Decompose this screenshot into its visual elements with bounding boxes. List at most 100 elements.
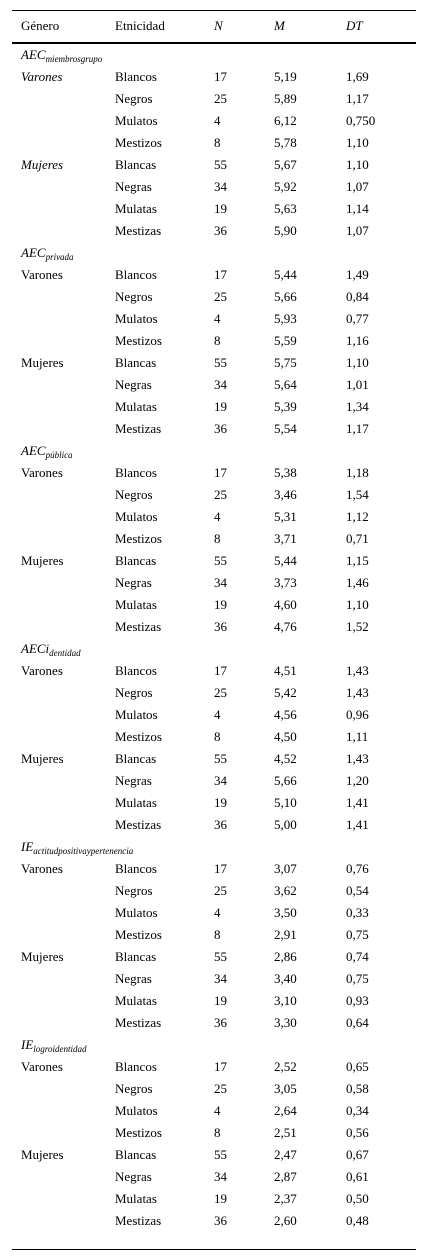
section-label-main: IE: [21, 839, 34, 854]
cell-dt: 1,46: [346, 575, 369, 590]
cell-m: 3,71: [274, 531, 297, 546]
cell-dt: 1,17: [346, 421, 369, 436]
table-row: Mulatos 4 6,12 0,750: [0, 110, 427, 132]
cell-m: 5,89: [274, 91, 297, 106]
cell-dt: 1,16: [346, 333, 369, 348]
cell-n: 8: [214, 135, 221, 150]
cell-n: 36: [214, 223, 227, 238]
table-row: Mestizas 36 2,60 0,48: [0, 1210, 427, 1232]
cell-m: 2,91: [274, 927, 297, 942]
cell-n: 4: [214, 311, 221, 326]
cell-dt: 0,75: [346, 971, 369, 986]
cell-n: 19: [214, 201, 227, 216]
header-m: M: [274, 18, 285, 33]
cell-m: 4,60: [274, 597, 297, 612]
cell-dt: 0,54: [346, 883, 369, 898]
cell-genero: Varones: [21, 663, 63, 678]
cell-m: 5,67: [274, 157, 297, 172]
cell-n: 25: [214, 685, 227, 700]
cell-dt: 1,43: [346, 663, 369, 678]
cell-etnicidad: Mulatos: [115, 311, 158, 326]
cell-dt: 1,07: [346, 223, 369, 238]
cell-m: 5,59: [274, 333, 297, 348]
table-row: Varones Blancos 17 5,19 1,69: [0, 66, 427, 88]
cell-n: 55: [214, 751, 227, 766]
cell-n: 8: [214, 729, 221, 744]
cell-dt: 1,10: [346, 355, 369, 370]
cell-dt: 1,43: [346, 685, 369, 700]
table-row: Mestizos 8 5,78 1,10: [0, 132, 427, 154]
cell-n: 25: [214, 91, 227, 106]
cell-etnicidad: Negras: [115, 773, 152, 788]
cell-n: 8: [214, 927, 221, 942]
table-row: Mulatas 19 2,37 0,50: [0, 1188, 427, 1210]
cell-dt: 1,43: [346, 751, 369, 766]
cell-etnicidad: Mulatos: [115, 113, 158, 128]
cell-m: 2,60: [274, 1213, 297, 1228]
cell-etnicidad: Blancos: [115, 1059, 157, 1074]
cell-m: 2,87: [274, 1169, 297, 1184]
table-row: Negros 25 3,62 0,54: [0, 880, 427, 902]
section-label: AECmiembrosgrupo: [21, 44, 102, 66]
cell-n: 36: [214, 619, 227, 634]
cell-n: 55: [214, 1147, 227, 1162]
cell-n: 34: [214, 377, 227, 392]
cell-genero: Varones: [21, 861, 63, 876]
cell-dt: 0,76: [346, 861, 369, 876]
section-label-main: AECi: [21, 641, 50, 656]
cell-m: 4,52: [274, 751, 297, 766]
cell-etnicidad: Mestizas: [115, 619, 162, 634]
cell-m: 3,46: [274, 487, 297, 502]
table-row: Mujeres Blancas 55 4,52 1,43: [0, 748, 427, 770]
table-row: Mulatos 4 2,64 0,34: [0, 1100, 427, 1122]
cell-n: 8: [214, 333, 221, 348]
table-top-rule: [12, 10, 416, 11]
cell-etnicidad: Mulatas: [115, 201, 157, 216]
table-row: Mulatos 4 3,50 0,33: [0, 902, 427, 924]
cell-etnicidad: Blancas: [115, 751, 157, 766]
section-label-sub: actitudpositivaypertenencia: [33, 846, 134, 856]
cell-dt: 1,14: [346, 201, 369, 216]
table-row: Mulatos 4 4,56 0,96: [0, 704, 427, 726]
cell-n: 36: [214, 1213, 227, 1228]
cell-etnicidad: Mulatos: [115, 509, 158, 524]
cell-dt: 1,07: [346, 179, 369, 194]
cell-m: 5,19: [274, 69, 297, 84]
cell-dt: 1,52: [346, 619, 369, 634]
cell-etnicidad: Mestizos: [115, 927, 162, 942]
section-label: AECprivada: [21, 242, 74, 264]
cell-n: 19: [214, 597, 227, 612]
section-label-main: AEC: [21, 47, 46, 62]
cell-dt: 0,48: [346, 1213, 369, 1228]
cell-etnicidad: Negros: [115, 91, 153, 106]
cell-m: 5,42: [274, 685, 297, 700]
cell-dt: 1,12: [346, 509, 369, 524]
cell-dt: 0,34: [346, 1103, 369, 1118]
cell-m: 3,30: [274, 1015, 297, 1030]
cell-dt: 0,75: [346, 927, 369, 942]
cell-dt: 1,69: [346, 69, 369, 84]
cell-etnicidad: Mulatos: [115, 707, 158, 722]
cell-m: 3,05: [274, 1081, 297, 1096]
cell-dt: 1,41: [346, 817, 369, 832]
cell-n: 55: [214, 355, 227, 370]
cell-etnicidad: Negras: [115, 971, 152, 986]
cell-etnicidad: Mestizas: [115, 1213, 162, 1228]
table-row: Negras 34 5,66 1,20: [0, 770, 427, 792]
cell-n: 8: [214, 1125, 221, 1140]
table-row: Varones Blancos 17 4,51 1,43: [0, 660, 427, 682]
cell-etnicidad: Blancos: [115, 267, 157, 282]
cell-etnicidad: Blancas: [115, 553, 157, 568]
section-header-row: AECpública: [0, 440, 427, 462]
section-header-row: IElogroidentidad: [0, 1034, 427, 1056]
cell-n: 25: [214, 1081, 227, 1096]
table-row: Mujeres Blancas 55 5,44 1,15: [0, 550, 427, 572]
cell-m: 6,12: [274, 113, 297, 128]
cell-m: 2,86: [274, 949, 297, 964]
cell-n: 4: [214, 113, 221, 128]
cell-n: 4: [214, 905, 221, 920]
cell-etnicidad: Mulatas: [115, 795, 157, 810]
cell-etnicidad: Blancos: [115, 663, 157, 678]
cell-dt: 0,33: [346, 905, 369, 920]
